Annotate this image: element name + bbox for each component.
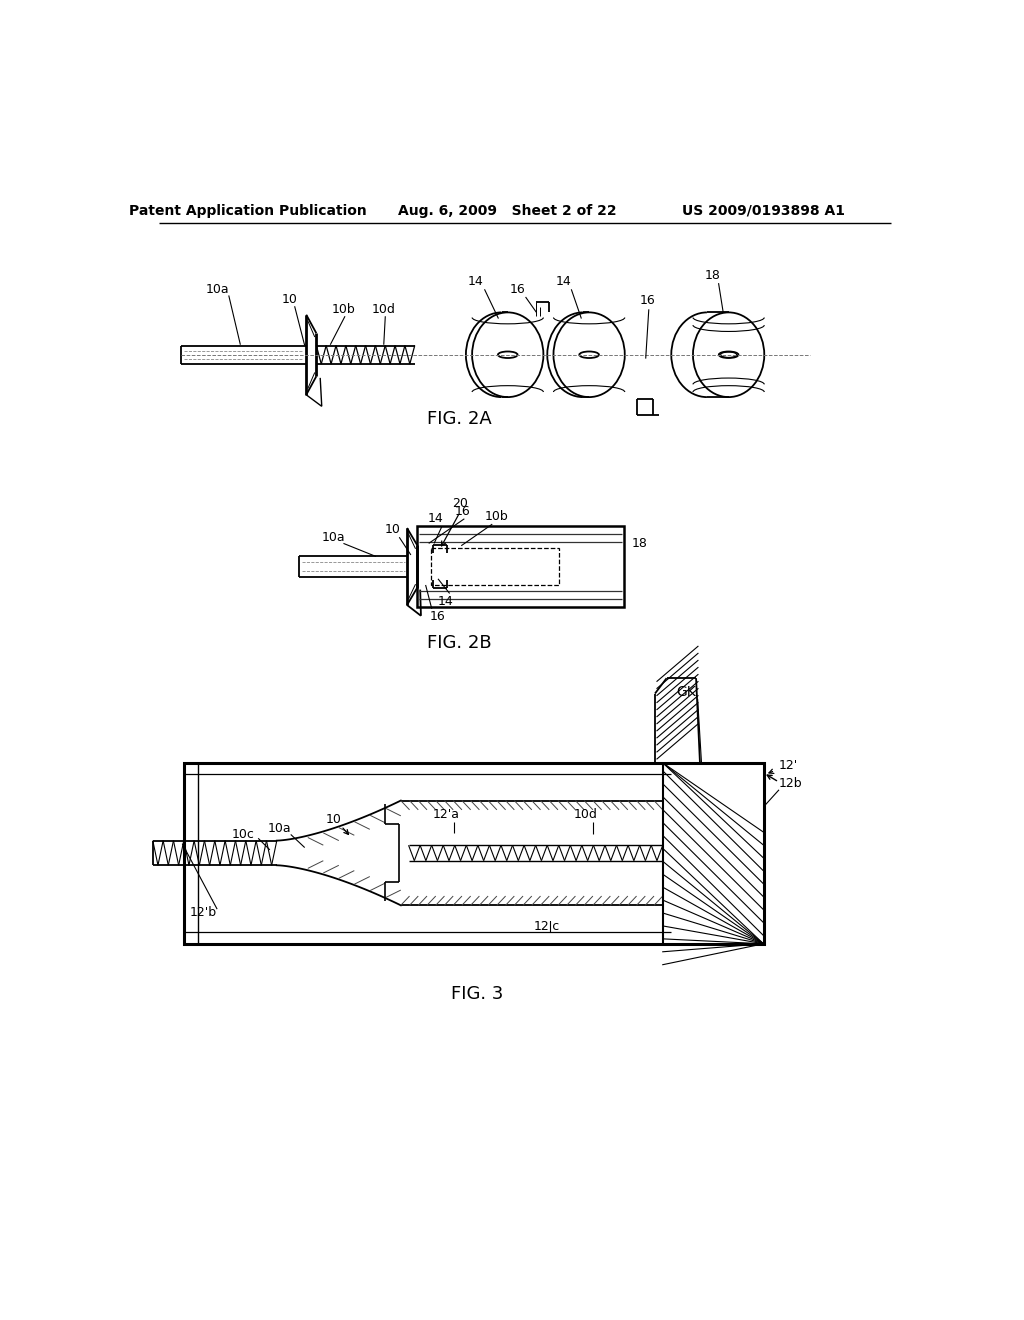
Text: 16: 16	[639, 294, 655, 308]
Bar	[431, 548, 559, 585]
Bar	[183, 763, 764, 944]
Text: Patent Application Publication: Patent Application Publication	[129, 203, 367, 218]
Text: 10: 10	[385, 523, 401, 536]
Text: FIG. 2B: FIG. 2B	[427, 635, 492, 652]
Text: 12'c: 12'c	[534, 920, 560, 933]
Text: 20: 20	[452, 496, 468, 510]
Text: 10d: 10d	[372, 302, 395, 315]
Text: FIG. 2A: FIG. 2A	[427, 409, 493, 428]
Text: 10c: 10c	[231, 828, 254, 841]
Text: US 2009/0193898 A1: US 2009/0193898 A1	[682, 203, 845, 218]
Text: 18: 18	[705, 269, 720, 282]
Text: 10: 10	[326, 813, 341, 825]
Text: 10b: 10b	[332, 302, 355, 315]
Text: 10b: 10b	[484, 510, 508, 523]
Text: 16: 16	[430, 610, 445, 623]
Text: 10a: 10a	[267, 822, 291, 834]
Bar	[417, 527, 624, 607]
Text: 14: 14	[428, 512, 443, 525]
Text: FIG. 3: FIG. 3	[451, 985, 503, 1003]
Text: 10d: 10d	[573, 808, 597, 821]
Text: 10: 10	[282, 293, 297, 306]
Text: 12b: 12b	[779, 777, 803, 791]
Text: 14: 14	[467, 275, 483, 288]
Text: 12'a: 12'a	[432, 808, 459, 821]
Text: 14: 14	[438, 594, 454, 607]
Text: 10a: 10a	[322, 531, 345, 544]
Text: 18: 18	[632, 537, 647, 550]
Text: Aug. 6, 2009   Sheet 2 of 22: Aug. 6, 2009 Sheet 2 of 22	[398, 203, 617, 218]
Text: 14: 14	[556, 275, 571, 288]
Text: GK: GK	[676, 685, 696, 700]
Text: 10a: 10a	[206, 282, 229, 296]
Text: 16: 16	[455, 504, 471, 517]
Text: 12': 12'	[779, 759, 799, 772]
Text: 16: 16	[510, 282, 525, 296]
Text: 12'b: 12'b	[190, 907, 217, 920]
